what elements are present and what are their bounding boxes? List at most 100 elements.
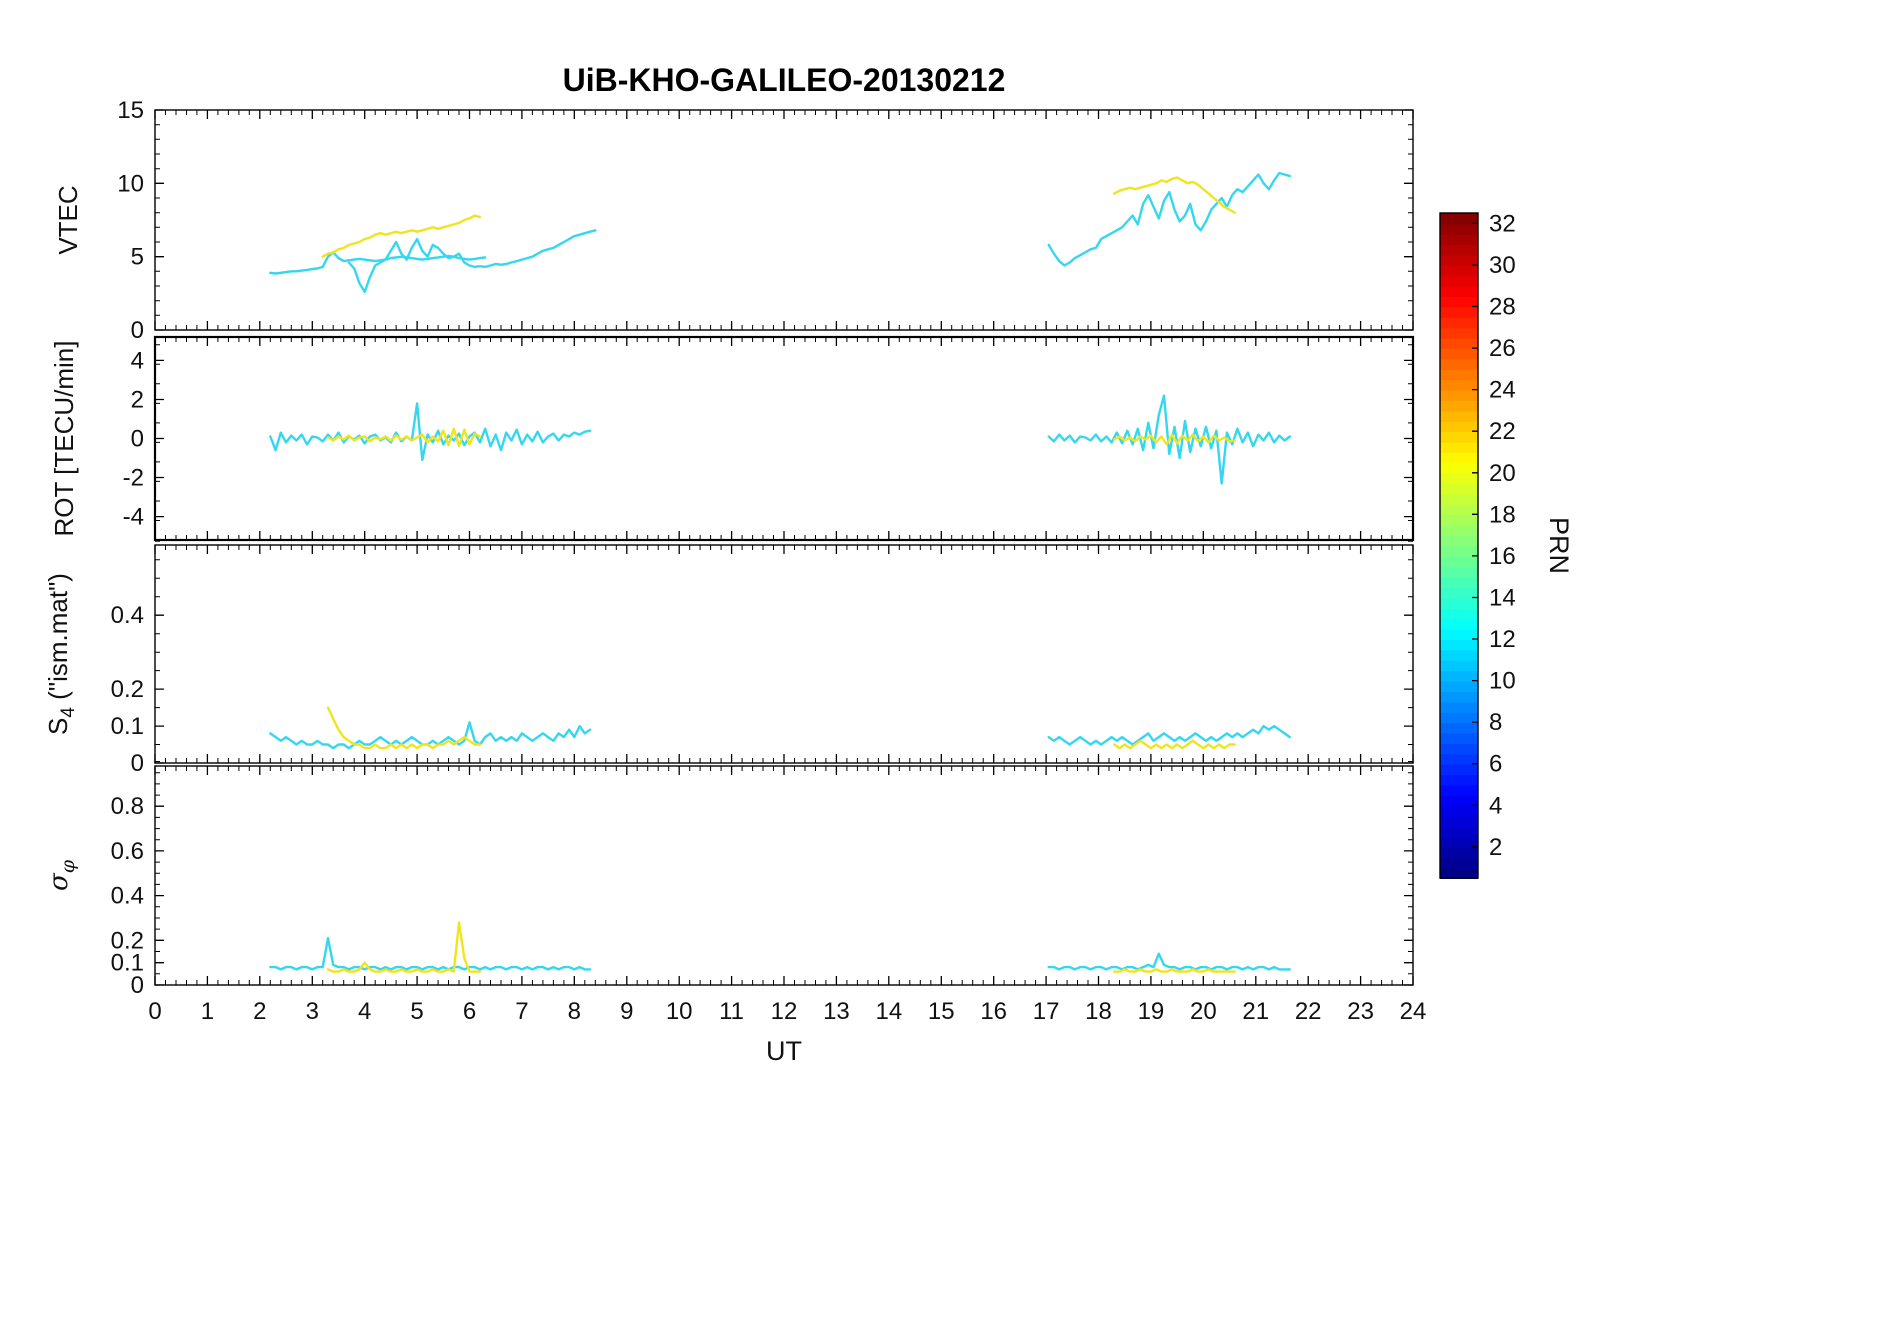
- x-tick-label: 5: [410, 998, 423, 1025]
- colorbar-slice: [1440, 358, 1478, 370]
- x-tick-label: 2: [253, 998, 266, 1025]
- y-tick-label: -2: [123, 465, 144, 492]
- colorbar-slice: [1440, 535, 1478, 547]
- colorbar-slice: [1440, 348, 1478, 360]
- series-prn12-sigma: [1047, 952, 1292, 971]
- colorbar-slice: [1440, 857, 1478, 869]
- series-prn19-vtec: [321, 214, 482, 258]
- colorbar-tick-label: 6: [1489, 751, 1502, 778]
- minor-ticks-s4: [155, 540, 1413, 763]
- x-tick-label: 0: [148, 998, 161, 1025]
- colorbar-slice: [1440, 379, 1478, 391]
- series-prn12-rot: [1047, 394, 1292, 485]
- colorbar-box: [1439, 212, 1479, 879]
- colorbar-slice: [1440, 690, 1478, 703]
- colorbar-slice: [1440, 659, 1478, 672]
- x-tick-label: 18: [1085, 998, 1112, 1025]
- colorbar-slice: [1440, 566, 1478, 578]
- y-tick-label: 0.8: [111, 793, 144, 820]
- series-group-s4: [269, 706, 1292, 750]
- x-tick-label: 15: [928, 998, 955, 1025]
- series-prn12-vtec: [1047, 171, 1292, 267]
- colorbar-slice: [1440, 607, 1478, 620]
- y-tick-label: 0.4: [111, 602, 144, 629]
- x-axis-label: UT: [766, 1036, 802, 1066]
- y-tick-label: 0.2: [111, 676, 144, 703]
- colorbar-tick-label: 30: [1489, 252, 1516, 279]
- colorbar-slice: [1440, 296, 1478, 308]
- colorbar-slice: [1440, 213, 1478, 225]
- colorbar-slice: [1440, 680, 1478, 692]
- y-tick-label: 0: [131, 426, 144, 453]
- x-tick-label: 20: [1190, 998, 1217, 1025]
- panel-s4: 0 0.1 0.2 0.4 S4 ("ism.mat"): [43, 540, 1414, 777]
- x-tick-label: 19: [1138, 998, 1165, 1025]
- colorbar-slice: [1440, 711, 1478, 724]
- series-group-rot: [269, 394, 1292, 485]
- x-tick-label: 6: [463, 998, 476, 1025]
- colorbar-slice: [1440, 867, 1478, 879]
- colorbar-slice: [1440, 815, 1478, 828]
- panel-sigma: 00.10.2 0.4 0.6 0.8 σφ: [44, 761, 1414, 999]
- panel-rot: -4 -2 0 2 4 ROT [TECU/min]: [49, 335, 1415, 542]
- x-axis: 0 1 2 3 4 5 6 7 8 9 10 11 12 13 14 15 16 17 18 19 20 21 22 23 24…: [148, 998, 1426, 1066]
- x-tick-label: 7: [515, 998, 528, 1025]
- colorbar-tick-label: 28: [1489, 294, 1516, 321]
- colorbar-slice: [1440, 410, 1478, 422]
- panel-vtec: 0 5 10 15 VTEC: [53, 97, 1414, 344]
- colorbar-tick-label: 20: [1489, 460, 1516, 487]
- colorbar-tick-label: 26: [1489, 335, 1516, 362]
- series-prn19-s4: [1112, 739, 1237, 750]
- y-tick-label: -4: [123, 504, 144, 531]
- colorbar-tick-label: 12: [1489, 626, 1516, 653]
- major-ticks-vtec: [154, 109, 1414, 331]
- series-prn12-s4: [269, 721, 592, 750]
- colorbar-slice: [1440, 597, 1478, 609]
- major-ticks-sigma: [154, 766, 1414, 986]
- colorbar-slice: [1440, 306, 1478, 318]
- colorbar-tick-label: 4: [1489, 792, 1502, 819]
- colorbar-tick-label: 10: [1489, 668, 1516, 695]
- x-tick-label: 21: [1242, 998, 1269, 1025]
- x-tick-label: 3: [306, 998, 319, 1025]
- y-tick-label: 5: [131, 244, 144, 271]
- series-prn19-sigma: [1112, 968, 1237, 973]
- x-tick-label: 11: [719, 998, 744, 1025]
- colorbar-slice: [1440, 451, 1478, 464]
- colorbar-slice: [1440, 493, 1478, 505]
- colorbar-tick-label: 14: [1489, 584, 1516, 611]
- colorbar-slice: [1440, 420, 1478, 433]
- axes-box-s4: [154, 544, 1414, 764]
- x-tick-label: 23: [1347, 998, 1374, 1025]
- series-prn12-s4: [1047, 724, 1292, 746]
- minor-ticks-sigma: [155, 761, 1413, 985]
- series-prn19-rot: [1112, 433, 1237, 446]
- axes-box-vtec: [154, 109, 1414, 331]
- y-axis-label-sigma: σφ: [44, 859, 79, 891]
- x-tick-label: 12: [771, 998, 798, 1025]
- colorbar-slice: [1440, 285, 1478, 298]
- y-tick-label: 0.1: [111, 950, 144, 977]
- colorbar-slice: [1440, 670, 1478, 682]
- colorbar-slice: [1440, 223, 1478, 235]
- colorbar-slice: [1440, 846, 1478, 859]
- minor-ticks-rot: [155, 337, 1413, 541]
- major-ticks-s4: [154, 545, 1414, 764]
- colorbar-slice: [1440, 337, 1478, 350]
- series-prn12-rot: [269, 402, 592, 462]
- colorbar-slice: [1440, 826, 1478, 838]
- series-prn12-vtec: [269, 251, 487, 275]
- colorbar-slice: [1440, 701, 1478, 713]
- y-tick-label: 2: [131, 386, 144, 413]
- colorbar-slice: [1440, 649, 1478, 661]
- colorbar-tick-label: 32: [1489, 210, 1516, 237]
- series-prn12-vtec: [347, 229, 597, 294]
- series-prn19-s4: [326, 706, 482, 750]
- x-tick-label: 22: [1295, 998, 1322, 1025]
- series-group-sigma: [269, 921, 1292, 973]
- colorbar-slice: [1440, 722, 1478, 734]
- x-tick-label: 17: [1033, 998, 1060, 1025]
- colorbar-slice: [1440, 254, 1478, 266]
- colorbar-slice: [1440, 316, 1478, 329]
- colorbar-slice: [1440, 805, 1478, 817]
